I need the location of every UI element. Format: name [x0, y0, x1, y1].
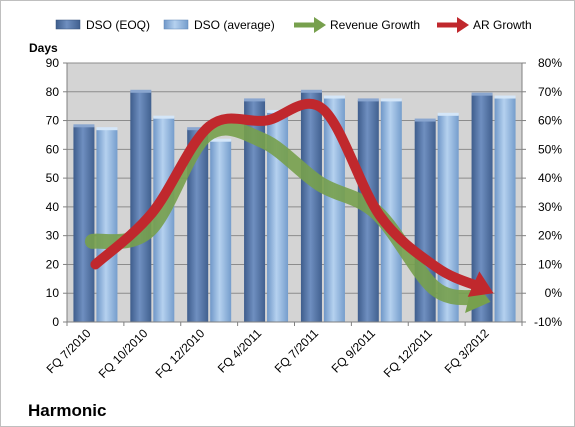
y-tick-label: 10 — [46, 286, 60, 300]
bar-average — [267, 111, 289, 322]
x-tick-label: FQ 7/2011 — [272, 326, 322, 376]
ar-growth-line — [90, 98, 485, 292]
bar-cap — [153, 115, 175, 119]
y-tick-label: 90 — [46, 56, 60, 70]
bar-eoq — [187, 129, 209, 322]
y2-tick-label: 70% — [538, 85, 562, 99]
company-name: Harmonic — [28, 401, 106, 420]
x-tick-label: FQ 10/2010 — [96, 326, 151, 381]
growth-arrows — [84, 98, 494, 313]
bar-cap — [210, 138, 232, 142]
y2-tick-label: 30% — [538, 200, 562, 214]
legend-label-ar: AR Growth — [473, 18, 532, 32]
y2-tick-label: 40% — [538, 171, 562, 185]
legend-swatch-eoq — [55, 19, 81, 30]
bar-eoq — [130, 91, 152, 323]
bar-average — [96, 129, 118, 322]
y-tick-label: 20 — [46, 257, 60, 271]
bar-average — [323, 97, 345, 323]
y2-tick-label: 10% — [538, 257, 562, 271]
y-tick-label: 80 — [46, 85, 60, 99]
y2-tick-label: 0% — [545, 286, 563, 300]
bar-cap — [187, 127, 209, 131]
bar-average — [210, 140, 232, 322]
x-tick-label: FQ 12/2011 — [381, 326, 435, 380]
legend-swatch-average — [163, 19, 189, 30]
bar-cap — [300, 89, 322, 93]
y2-tick-label: 50% — [538, 142, 562, 156]
bar-average — [380, 100, 402, 323]
legend-arrow-ar-head — [457, 17, 469, 33]
y-tick-label: 70 — [46, 114, 60, 128]
bar-cap — [73, 124, 95, 128]
bar-cap — [357, 98, 379, 102]
bar-eoq — [300, 91, 322, 323]
bar-cap — [494, 95, 516, 99]
bar-cap — [437, 112, 459, 116]
bar-cap — [380, 98, 402, 102]
y-tick-label: 60 — [46, 142, 60, 156]
ar-growth-arrowhead — [467, 271, 494, 297]
y2-tick-label: -10% — [534, 315, 562, 329]
legend-label-eoq: DSO (EOQ) — [86, 18, 150, 32]
revenue-growth-line — [84, 120, 483, 306]
legend-label-revenue: Revenue Growth — [330, 18, 420, 32]
x-tick-label: FQ 4/2011 — [215, 326, 265, 376]
bar-cap — [244, 98, 266, 102]
legend: DSO (EOQ) DSO (average) Revenue Growth AR G… — [55, 17, 532, 33]
y-tick-label: 40 — [46, 200, 60, 214]
y-tick-label: 30 — [46, 229, 60, 243]
y2-tick-label: 80% — [538, 56, 562, 70]
y2-tick-label: 60% — [538, 114, 562, 128]
x-tick-label: FQ 9/2011 — [329, 326, 379, 376]
bar-series — [73, 89, 516, 323]
bar-cap — [471, 92, 493, 96]
legend-arrow-revenue-head — [314, 17, 326, 33]
y-tick-label: 0 — [52, 315, 59, 329]
bar-eoq — [73, 126, 95, 322]
bar-cap — [323, 95, 345, 99]
y-axis-title: Days — [29, 41, 58, 55]
legend-label-average: DSO (average) — [194, 18, 275, 32]
x-tick-label: FQ 7/2010 — [44, 326, 94, 376]
bar-cap — [96, 127, 118, 131]
bar-average — [494, 97, 516, 323]
bar-cap — [414, 118, 436, 122]
bar-cap — [130, 89, 152, 93]
y-tick-label: 50 — [46, 171, 60, 185]
bar-eoq — [244, 100, 266, 323]
x-tick-label: FQ 12/2010 — [153, 326, 208, 381]
y2-tick-label: 20% — [538, 229, 562, 243]
x-tick-label: FQ 3/2012 — [442, 326, 492, 376]
bar-eoq — [471, 94, 493, 323]
